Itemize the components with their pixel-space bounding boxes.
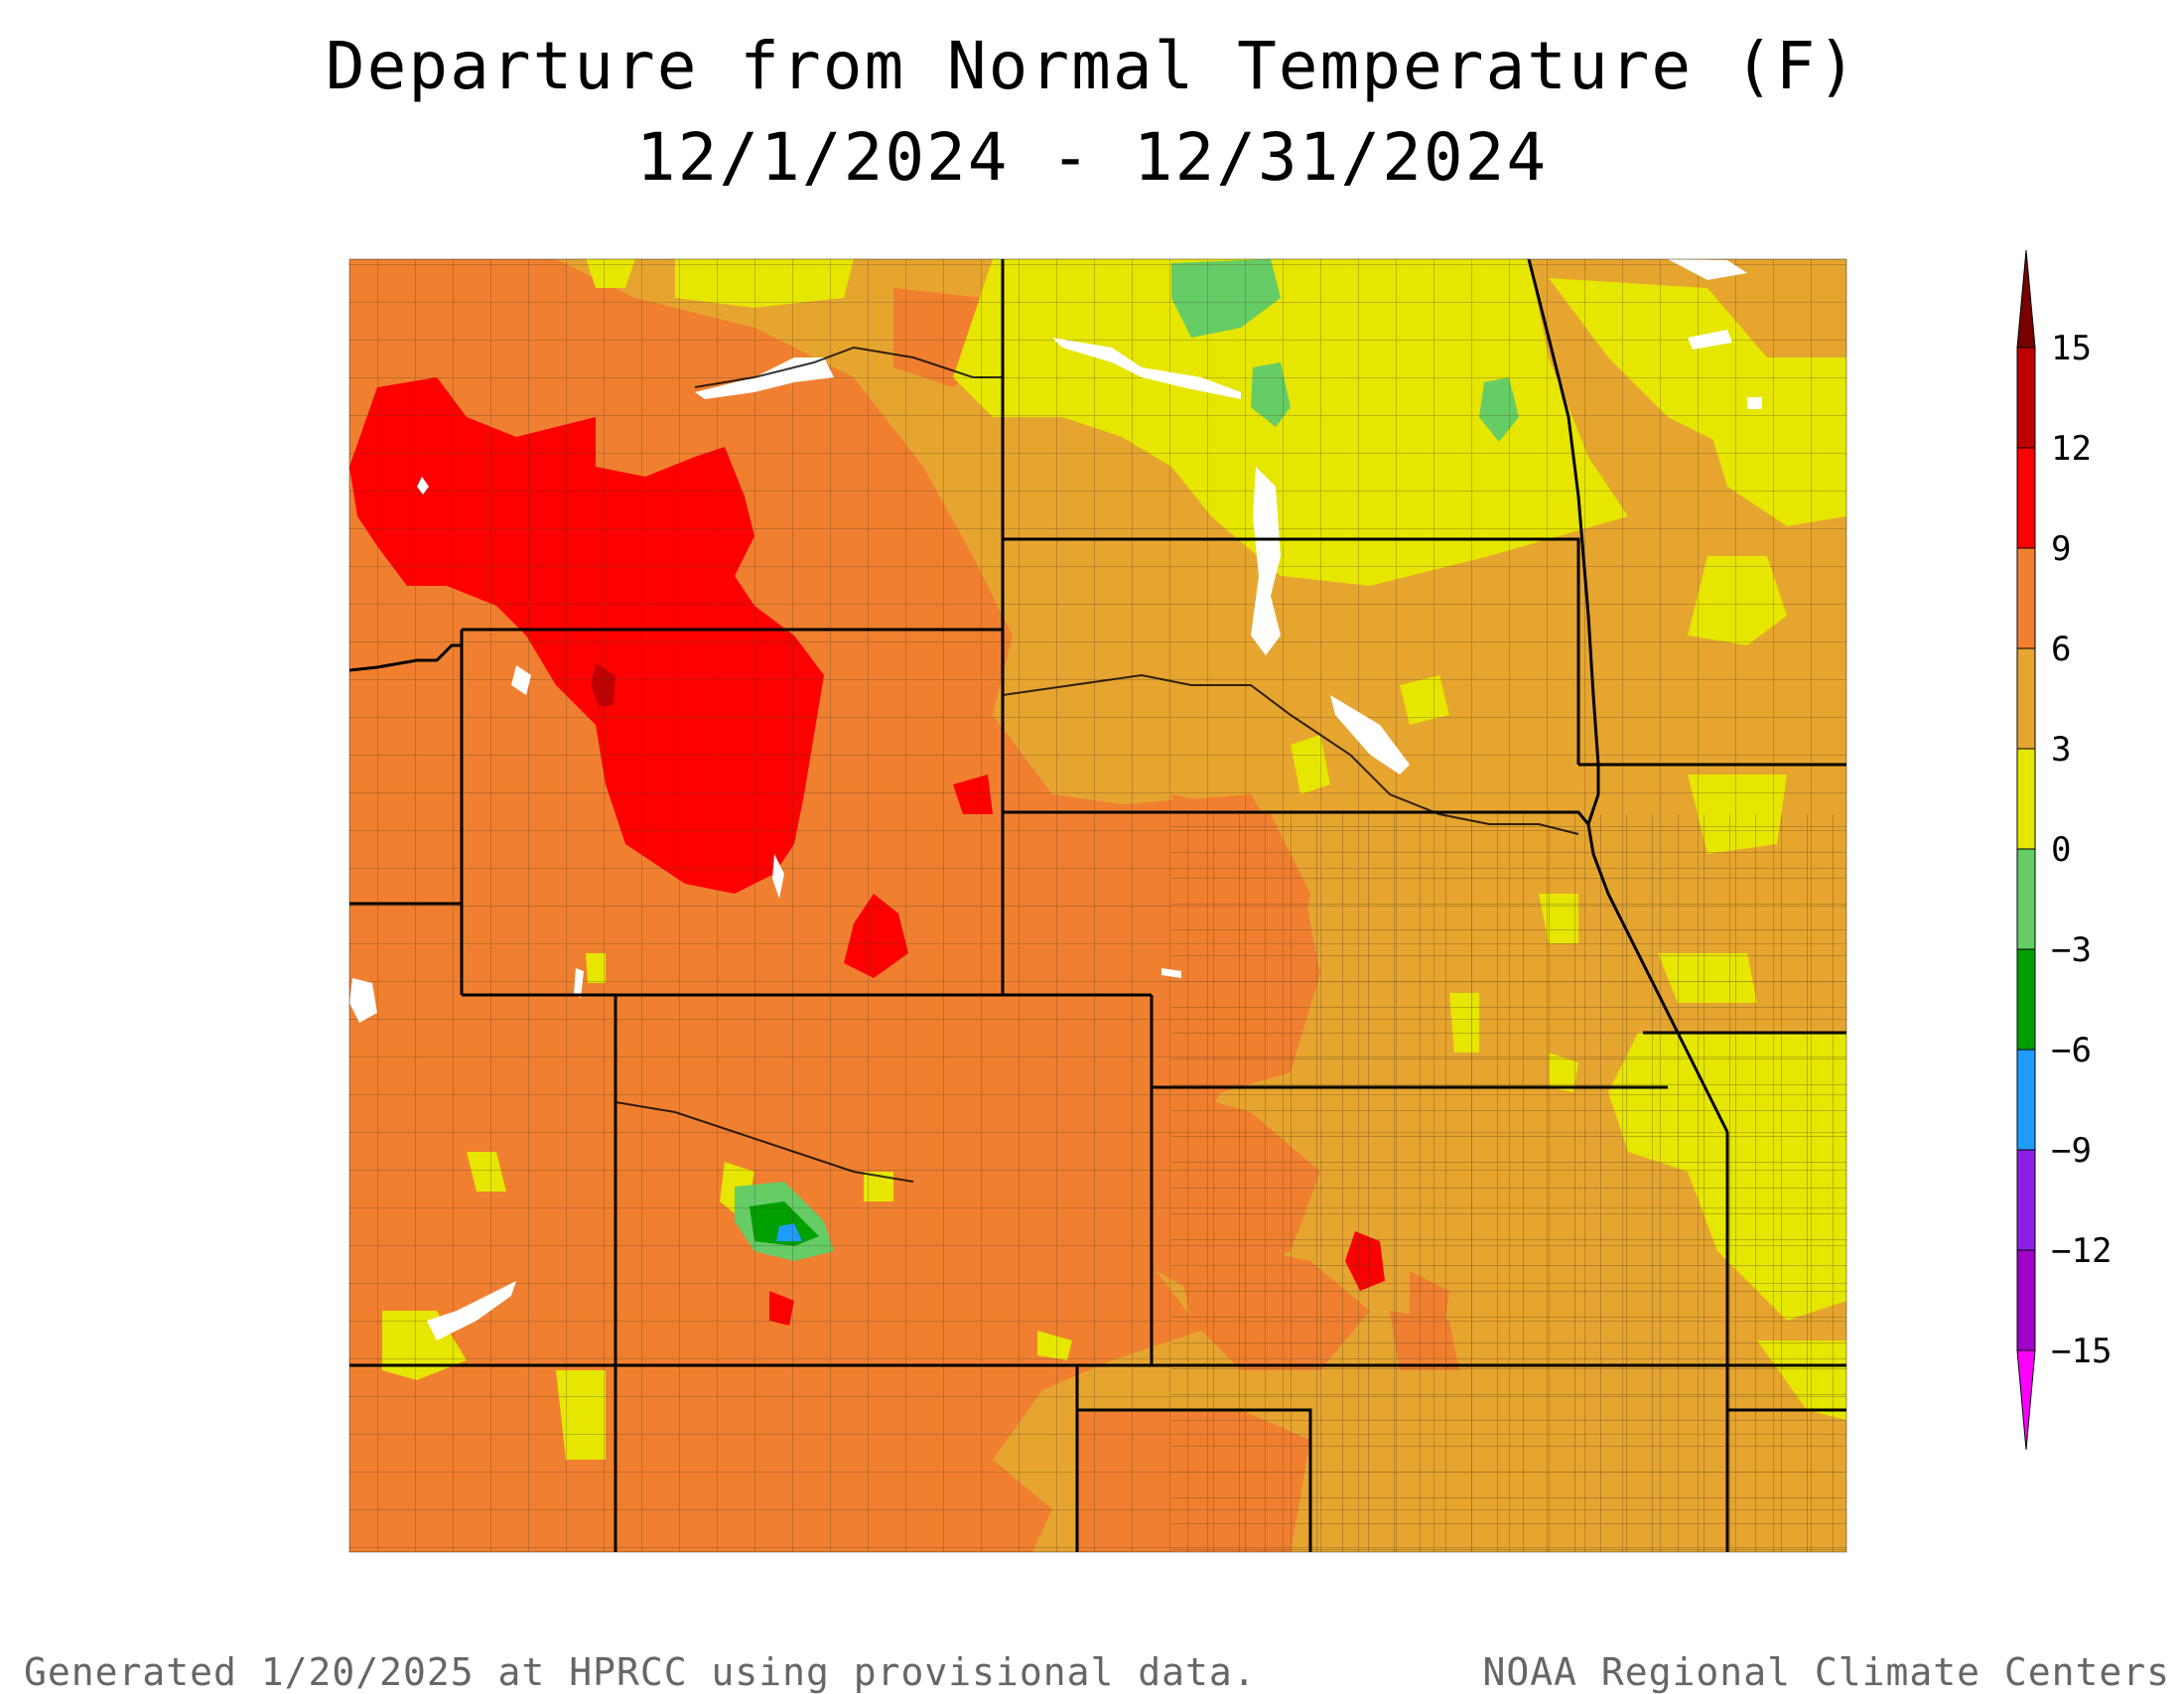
- legend-tick-label: 0: [2051, 830, 2071, 870]
- legend-bin: [2016, 948, 2036, 1051]
- county-lines-east: [1171, 814, 1846, 1552]
- rivers: [614, 346, 1579, 1183]
- legend-tick-label: 9: [2051, 529, 2071, 569]
- legend-ticks: 15 12 9 6 3 0 −3 −6 −9 −12 −15: [2051, 329, 2112, 1371]
- legend-tick-label: 3: [2051, 730, 2071, 770]
- legend-bin: [2016, 447, 2036, 549]
- legend-bin: [2016, 848, 2036, 950]
- legend-tick-label: 12: [2051, 429, 2092, 469]
- map-frame: [348, 258, 1847, 1553]
- water-bodies: [349, 259, 1762, 1341]
- legend-tick-label: −12: [2051, 1231, 2112, 1271]
- legend-bin: [2016, 347, 2036, 449]
- legend-tick-label: −15: [2051, 1332, 2112, 1371]
- state-boundaries: [349, 259, 1846, 1552]
- legend-tick-label: 6: [2051, 630, 2071, 669]
- legend-bin: [2016, 748, 2036, 850]
- legend-bin: [2016, 547, 2036, 649]
- legend-bottom-arrow: [2016, 1349, 2036, 1451]
- legend-bin: [2016, 1149, 2036, 1251]
- legend-bin: [2016, 1049, 2036, 1151]
- legend-tick-label: −3: [2051, 930, 2092, 970]
- legend-tick-label: −6: [2051, 1031, 2092, 1070]
- legend-bins: [2016, 347, 2036, 1351]
- map-title: Departure from Normal Temperature (F): [325, 28, 1859, 104]
- map-area: [349, 259, 1846, 1552]
- credit-note: NOAA Regional Climate Centers: [1482, 1650, 2170, 1694]
- legend-tick-label: −9: [2051, 1131, 2092, 1171]
- legend-bin: [2016, 1249, 2036, 1351]
- legend-top-arrow: [2016, 249, 2036, 349]
- legend-tick-label: 15: [2051, 329, 2092, 368]
- legend-bin: [2016, 647, 2036, 750]
- color-legend: 15 12 9 6 3 0 −3 −6 −9 −12 −15: [2016, 249, 2112, 1451]
- map-subtitle: 12/1/2024 - 12/31/2024: [635, 119, 1549, 196]
- generated-note: Generated 1/20/2025 at HPRCC using provi…: [24, 1650, 1257, 1694]
